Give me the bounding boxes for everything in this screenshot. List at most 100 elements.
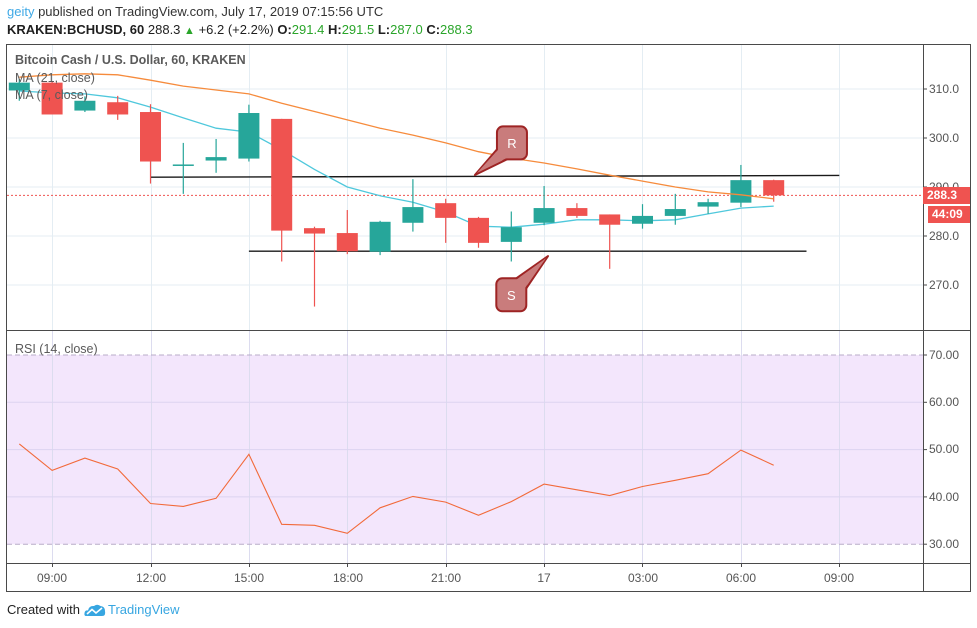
ohlc-high-value: 291.5 [341,22,375,37]
time-tick-label: 12:00 [135,571,167,585]
chart-frame [6,44,971,592]
candle-up [632,204,653,229]
candle-body [566,208,588,216]
callout-joint [476,142,512,173]
author-link[interactable]: geity [7,4,35,19]
candle-up [533,186,555,226]
candle-body [172,164,194,166]
candle-down [566,203,588,218]
rsi-tick-label: 40.00 [929,490,960,504]
candle-body [435,203,457,218]
candle-down [304,226,325,307]
candle-down [271,118,293,262]
candle-up [730,164,752,208]
candle-up [205,138,227,173]
candle-up [238,104,260,162]
candle-up [500,211,522,262]
tradingview-brand-link[interactable]: TradingView [107,602,180,617]
candle-body [730,180,752,203]
callout-annotations[interactable]: RS [473,125,550,313]
ma21-line [19,73,774,200]
candle-body [107,102,129,115]
candle-body [140,112,161,162]
callout-r[interactable]: R [473,125,528,176]
ohlc-close-value: 288.3 [440,22,473,37]
rsi-line [18,443,774,534]
publish-info: geity published on TradingView.com, July… [7,4,383,20]
last-price-tag: 288.3 [923,187,970,204]
rsi-series [18,443,774,534]
symbol-label: KRAKEN:BCHUSD, 60 [7,22,145,37]
candle-body [763,180,785,196]
candle-body [271,118,293,231]
time-tick-label: 03:00 [627,571,659,585]
candle-body [697,202,719,207]
candle-down [336,210,358,255]
candle-down [468,216,489,248]
candle-up [8,79,30,101]
candle-body [41,82,63,115]
candle-body [336,233,358,252]
candle-up [369,220,391,256]
price-change: +6.2 (+2.2%) [198,22,274,37]
time-tick-label: 09:00 [36,571,68,585]
candle-body [74,100,96,111]
created-with-text: Created with [7,602,80,617]
time-tick-label: 06:00 [725,571,757,585]
resistance-line[interactable] [150,174,840,178]
price-tick-label: 310.0 [929,82,960,96]
tradingview-cloud-icon[interactable] [84,603,106,617]
callout-label: S [507,288,516,303]
rsi-pane-title[interactable]: RSI (14, close) [15,342,98,356]
ohlc-open-value: 291.4 [291,22,325,37]
callout-s[interactable]: S [495,255,550,313]
symbol-info: KRAKEN:BCHUSD, 60 288.3 ▲ +6.2 (+2.2%) O… [7,22,473,39]
candle-down [107,95,129,120]
ma7-line [19,90,774,228]
time-tick-label: 21:00 [430,571,462,585]
candle-up [697,198,719,214]
time-tick-label: 15:00 [233,571,265,585]
candle-up [664,193,686,225]
candle-down [41,81,63,115]
candle-down [435,198,457,243]
candle-body [238,113,260,159]
footer: Created with TradingView [7,602,180,618]
candle-body [468,217,489,243]
ohlc-high-label: H: [327,22,342,37]
candle-up [172,142,194,194]
candle-body [533,208,555,223]
price-tick-label: 280.0 [929,229,960,243]
candle-body [8,82,30,91]
up-arrow-icon: ▲ [184,25,195,37]
callout-label: R [507,136,516,151]
callout-joint [511,258,547,295]
legend-ma7[interactable]: MA (7, close) [15,88,88,102]
candle-down [763,179,785,202]
rsi-tick-label: 70.00 [929,348,960,362]
candle-down [599,214,621,269]
candle-body [664,209,686,216]
candlestick-series [8,79,785,307]
legend-ma21[interactable]: MA (21, close) [15,71,95,85]
ohlc-low-value: 287.0 [390,22,423,37]
candle-body [632,215,653,224]
published-text: published on TradingView.com, July 17, 2… [34,4,384,19]
candle-up [402,179,424,232]
bar-countdown-tag: 44:09 [928,206,970,223]
price-tick-label: 300.0 [929,131,960,145]
price-tick-label: 270.0 [929,278,960,292]
candle-body [304,228,325,234]
time-tick-label: 18:00 [332,571,364,585]
rsi-tick-label: 60.00 [929,395,960,409]
time-tick-label: 09:00 [823,571,855,585]
last-price: 288.3 [147,22,181,37]
ohlc-open-label: O: [277,22,292,37]
main-pane-title: Bitcoin Cash / U.S. Dollar, 60, KRAKEN [15,53,246,67]
ohlc-close-label: C: [426,22,441,37]
chart-border [6,44,971,592]
rsi-tick-label: 30.00 [929,537,960,551]
candle-body [205,157,227,161]
candle-up [74,96,96,113]
